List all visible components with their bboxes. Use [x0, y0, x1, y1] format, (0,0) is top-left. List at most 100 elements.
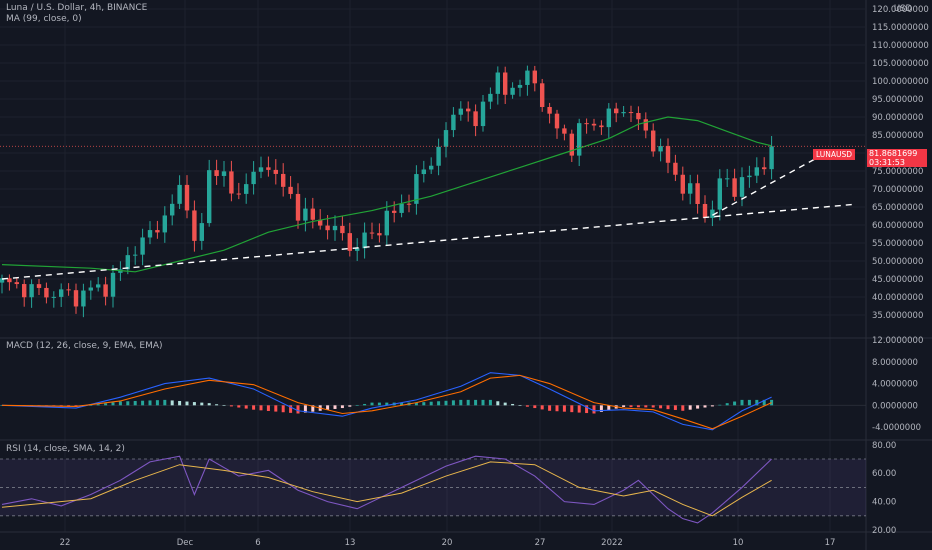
price-tick-label: 50.0000000	[872, 257, 923, 267]
macd-hist-bar	[503, 402, 507, 406]
macd-hist-bar	[222, 405, 226, 406]
price-tick-label: 60.0000000	[872, 221, 923, 231]
candle-body	[177, 184, 182, 204]
macd-hist-bar	[496, 401, 500, 406]
candle-body	[584, 123, 589, 125]
candle-body	[81, 290, 86, 307]
candle-body	[273, 169, 278, 174]
candle-body	[162, 215, 167, 233]
macd-hist-bar	[533, 405, 537, 409]
macd-line	[1, 372, 772, 431]
candle-body	[554, 113, 560, 129]
candle-body	[488, 93, 493, 102]
candle-body	[651, 130, 656, 152]
time-tick-label: 27	[535, 538, 546, 548]
macd-hist-bar	[133, 400, 137, 406]
main-legend: Luna / U.S. Dollar, 4h, BINANCE MA (99, …	[6, 3, 147, 25]
candle-body	[251, 171, 256, 185]
price-tick-label: 55.0000000	[872, 239, 923, 249]
candle-body	[414, 174, 419, 204]
macd-hist-bar	[548, 405, 552, 411]
macd-hist-bar	[474, 399, 478, 406]
macd-hist-bar	[311, 405, 315, 412]
macd-hist-bar	[488, 399, 492, 406]
candle-body	[725, 178, 730, 180]
candle-body	[599, 125, 604, 128]
macd-hist-bar	[762, 399, 766, 406]
macd-hist-bar	[681, 405, 685, 411]
candle-body	[621, 112, 626, 114]
macd-hist-bar	[444, 400, 448, 406]
price-tick-label: 35.0000000	[872, 311, 923, 321]
macd-hist-bar	[370, 402, 374, 406]
macd-hist-bar	[200, 402, 204, 406]
macd-tick-label: 12.0000000	[872, 336, 923, 346]
candle-body	[51, 296, 56, 298]
price-tick-label: 40.0000000	[872, 293, 923, 303]
price-tick-label: 70.0000000	[872, 185, 923, 195]
candle-body	[702, 204, 708, 218]
rsi-legend[interactable]: RSI (14, close, SMA, 14, 2)	[6, 444, 125, 454]
rsi-line	[1, 455, 772, 524]
candle-body	[362, 232, 367, 249]
candle-body	[236, 193, 241, 195]
candle-body	[636, 112, 641, 120]
candle-body	[747, 175, 752, 178]
symbol-title[interactable]: Luna / U.S. Dollar, 4h, BINANCE	[6, 3, 148, 13]
candle-body	[436, 146, 441, 166]
macd-hist-bar	[525, 405, 529, 407]
candle-body	[443, 130, 449, 147]
macd-hist-bar	[703, 405, 707, 408]
macd-hist-bar	[252, 405, 256, 410]
candle-body	[421, 169, 426, 175]
candle-body	[295, 193, 301, 221]
candle-body	[0, 278, 5, 283]
time-tick-label: 2022	[601, 538, 623, 548]
macd-hist-bar	[281, 405, 285, 413]
macd-hist-bar	[511, 403, 515, 406]
macd-legend[interactable]: MACD (12, 26, close, 9, EMA, EMA)	[6, 341, 163, 351]
macd-hist-bar	[740, 399, 744, 406]
candles	[0, 65, 774, 318]
price-badge: LUNAUSD 81.8681699 03:31:53	[813, 149, 927, 167]
macd-hist-bar	[585, 405, 589, 414]
candle-body	[96, 284, 101, 288]
candle-body	[266, 167, 271, 170]
candle-body	[340, 225, 345, 234]
macd-hist-bar	[673, 405, 677, 410]
candle-body	[355, 248, 360, 251]
candle-body	[318, 219, 323, 226]
price-tick-label: 100.0000000	[872, 77, 929, 87]
macd-hist-bar	[340, 405, 344, 409]
rsi-ma-line	[1, 461, 772, 517]
macd-hist-bar	[599, 405, 603, 412]
macd-hist-bar	[118, 401, 122, 406]
candle-body	[429, 165, 434, 170]
macd-hist-bar	[104, 403, 108, 406]
rsi-tick-label: 60.00	[872, 469, 896, 479]
candle-body	[769, 146, 774, 170]
trendline-1	[712, 157, 817, 216]
macd-hist-bar	[363, 403, 367, 406]
ma-legend[interactable]: MA (99, close, 0)	[6, 14, 82, 24]
candle-body	[480, 101, 486, 127]
ma99-line	[1, 116, 772, 273]
candle-body	[310, 208, 315, 220]
candle-body	[591, 123, 597, 126]
candle-body	[466, 108, 471, 112]
macd-hist-bar	[725, 403, 729, 406]
price-tick-label: 85.0000000	[872, 131, 923, 141]
macd-hist-bar	[141, 400, 145, 406]
macd-hist-bar	[237, 405, 241, 408]
candle-body	[207, 170, 212, 224]
candle-body	[377, 233, 382, 236]
candle-body	[384, 210, 389, 236]
candle-body	[658, 146, 663, 152]
price-tick-label: 115.0000000	[872, 23, 929, 33]
macd-hist-bar	[333, 405, 337, 409]
candle-body	[325, 225, 330, 231]
macd-hist-bar	[651, 405, 655, 408]
